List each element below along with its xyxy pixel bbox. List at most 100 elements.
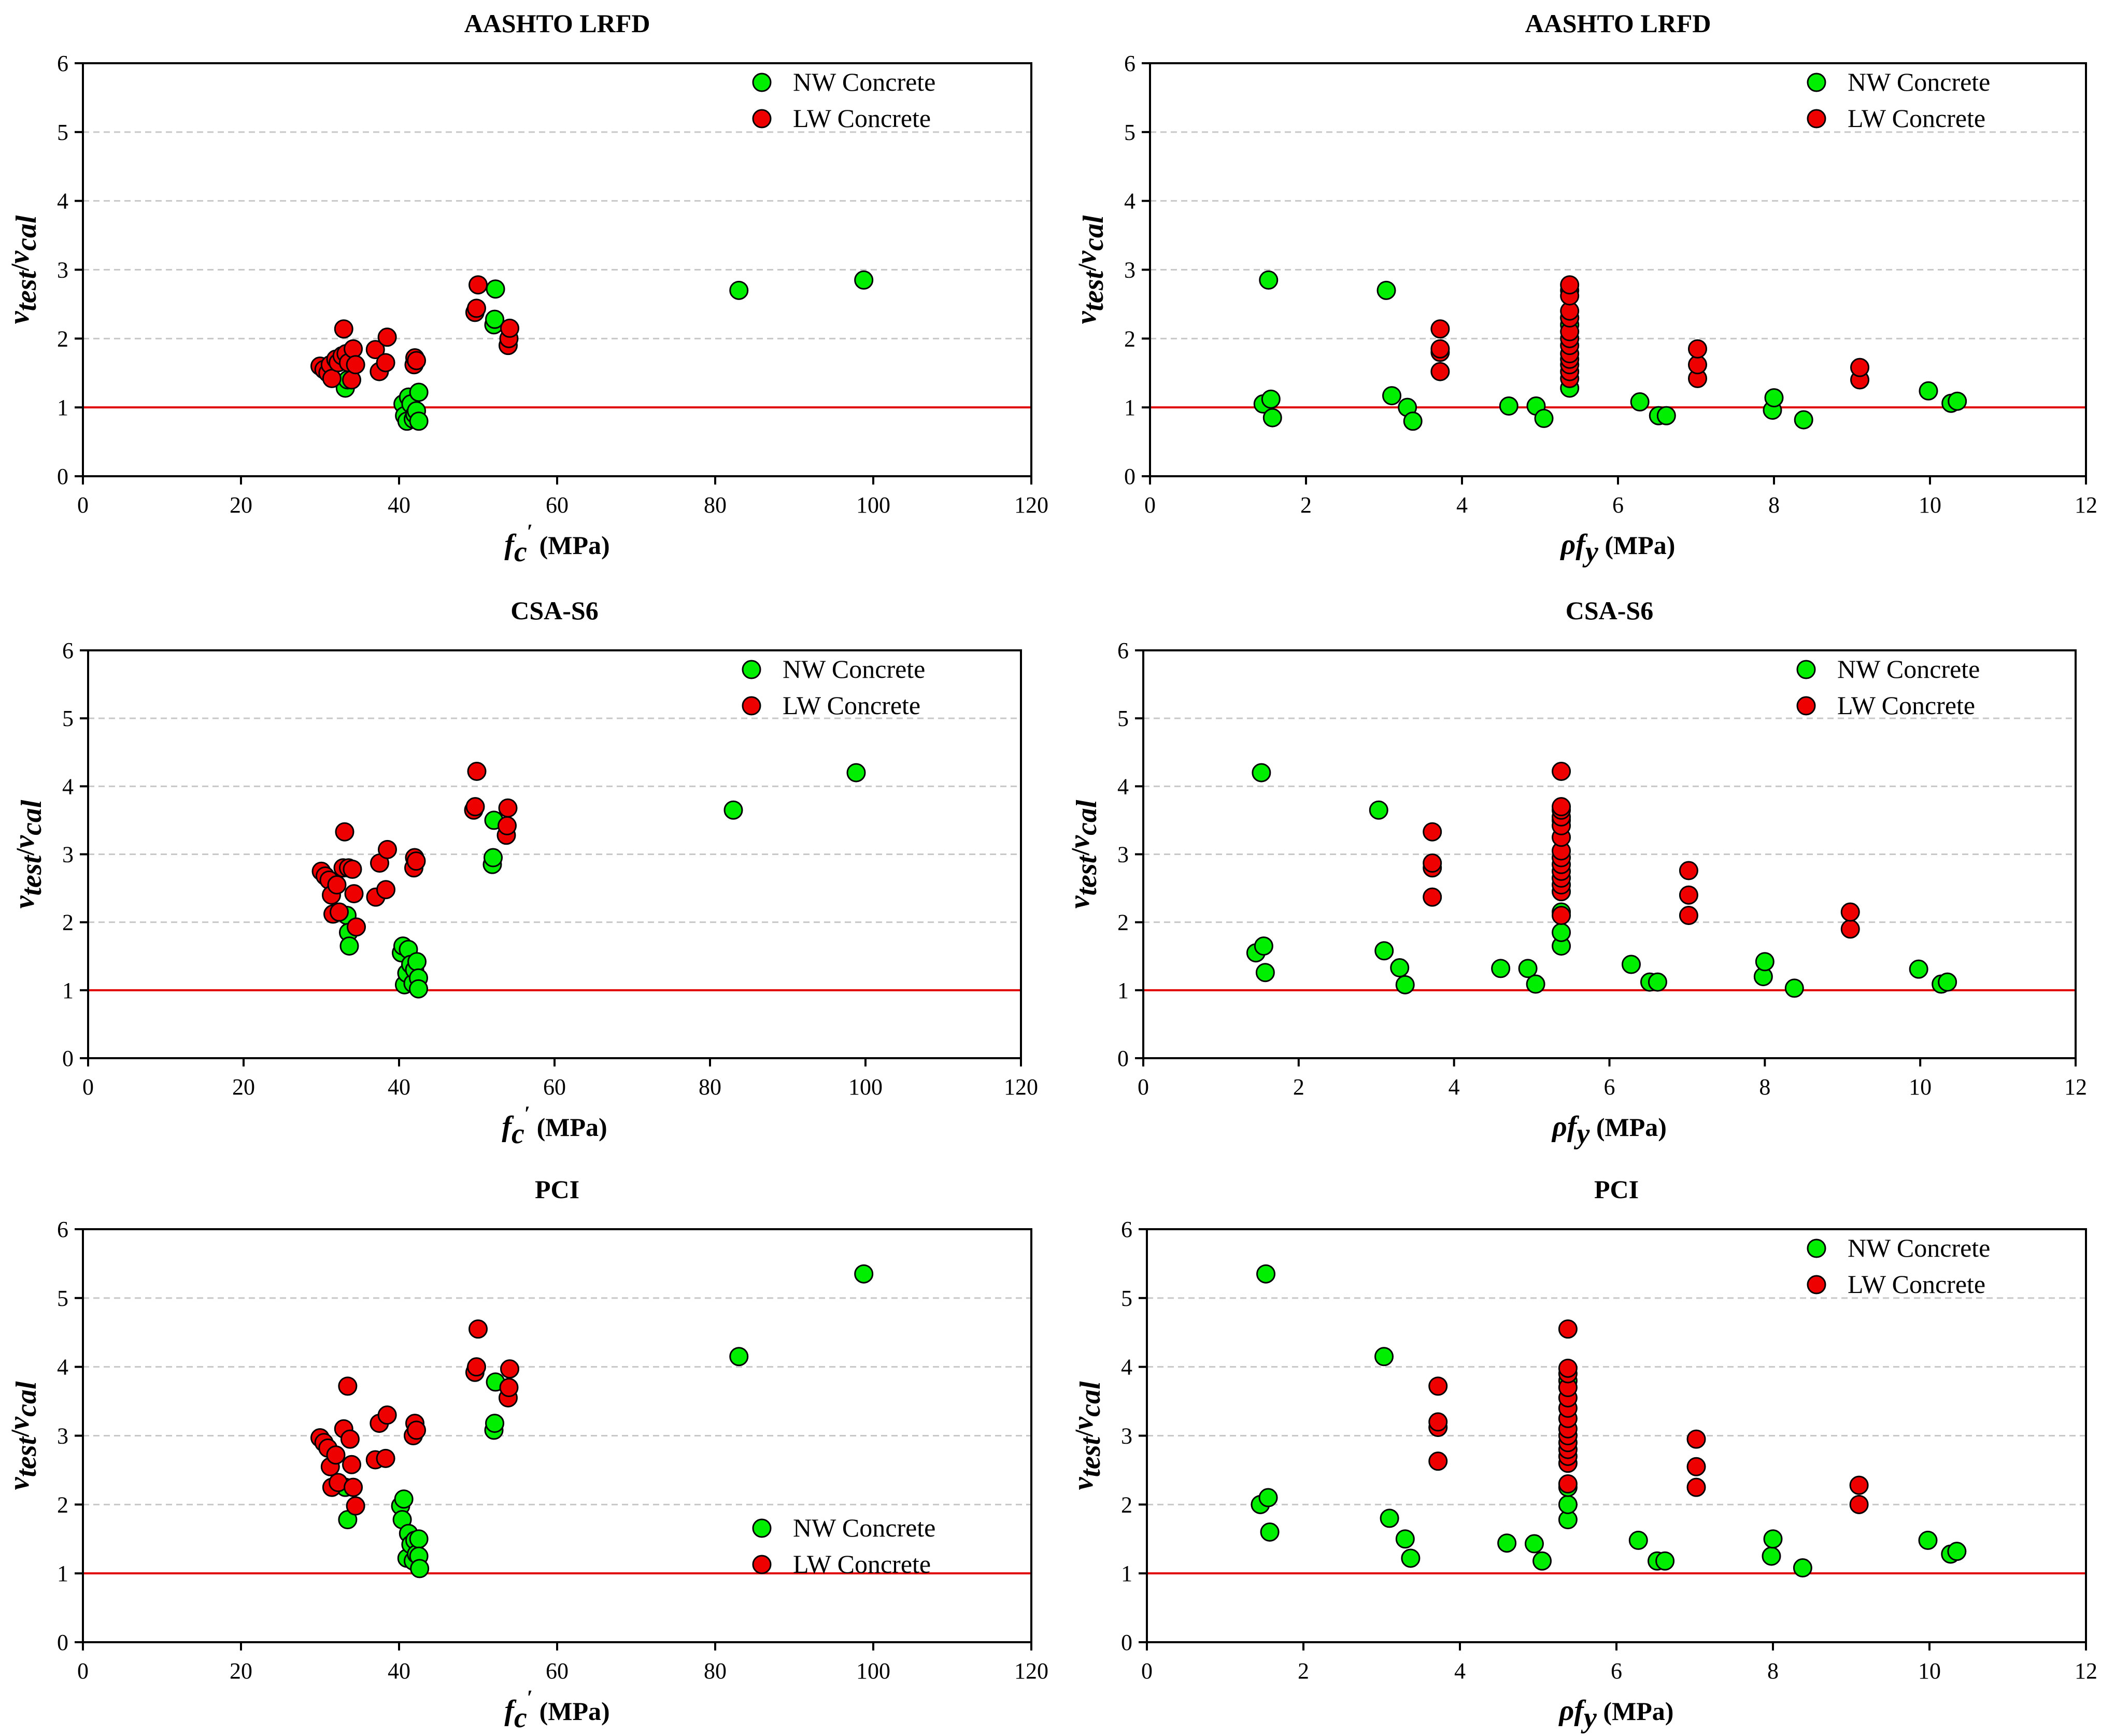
data-point [1679, 861, 1698, 880]
data-point [1395, 975, 1415, 994]
series-nw-concrete [1253, 270, 1967, 431]
x-tick-label: 20 [230, 492, 252, 518]
data-point [485, 1414, 505, 1433]
legend-marker [752, 73, 772, 92]
x-tick-label: 100 [856, 492, 890, 518]
data-point [1918, 1530, 1938, 1550]
data-point [344, 884, 364, 904]
x-tick-label: 6 [1611, 1658, 1622, 1684]
y-axis-label: vtest/vcal [3, 215, 42, 324]
data-point [1919, 381, 1938, 401]
data-point [377, 328, 397, 347]
data-point [854, 270, 874, 290]
y-tick-label: 0 [1117, 1046, 1129, 1071]
x-tick-label: 60 [543, 1074, 566, 1100]
data-point [1252, 763, 1271, 782]
data-point [1254, 936, 1273, 956]
data-point [1938, 972, 1957, 992]
data-point [342, 1455, 361, 1474]
data-point [376, 880, 395, 900]
y-tick-label: 0 [1121, 1630, 1132, 1655]
data-point [339, 936, 359, 956]
data-point [1648, 972, 1667, 992]
data-point [1395, 1529, 1415, 1549]
data-point [1534, 408, 1554, 428]
data-point [1256, 1264, 1276, 1284]
y-tick-label: 6 [1121, 1217, 1132, 1242]
data-point [1558, 1474, 1578, 1493]
data-point [1947, 1542, 1967, 1561]
legend-label: NW Concrete [1837, 654, 1980, 684]
y-tick-label: 0 [57, 1630, 68, 1655]
y-tick-label: 1 [1124, 395, 1135, 420]
series-nw-concrete [1246, 763, 1957, 998]
data-point [376, 353, 395, 373]
data-point [346, 355, 365, 375]
data-point [1552, 797, 1571, 817]
data-point [1258, 1488, 1278, 1507]
y-tick-label: 5 [57, 1286, 68, 1311]
data-point [499, 1378, 519, 1398]
legend-marker [1807, 109, 1826, 129]
data-point [1840, 919, 1860, 939]
legend-marker [1796, 696, 1816, 716]
x-tick-label: 40 [388, 492, 410, 518]
data-point [376, 1448, 395, 1468]
plot-frame [82, 1228, 1032, 1643]
data-point [729, 1347, 749, 1367]
y-axis-label: vtest/vcal [1070, 215, 1110, 324]
x-tick-label: 20 [232, 1074, 255, 1100]
data-point [322, 368, 342, 388]
x-tick-label: 100 [848, 1074, 883, 1100]
data-point [1794, 410, 1813, 430]
chart-title: CSA-S6 [510, 596, 598, 625]
data-point [466, 1357, 486, 1377]
data-point [1401, 1548, 1421, 1568]
chart-title: PCI [1594, 1175, 1639, 1204]
data-point [394, 1489, 414, 1509]
x-axis-label: ρfy (MPa) [1560, 529, 1676, 568]
x-tick-label: 80 [699, 1074, 721, 1100]
data-point [1552, 906, 1571, 926]
chart-title: AASHTO LRFD [464, 9, 650, 38]
data-point [407, 952, 427, 972]
data-point [1259, 270, 1279, 290]
data-point [1628, 1530, 1648, 1550]
data-point [729, 280, 749, 300]
data-point [465, 797, 485, 817]
x-tick-label: 8 [1768, 492, 1780, 518]
x-tick-label: 80 [704, 1658, 727, 1684]
x-tick-label: 4 [1454, 1658, 1466, 1684]
data-point [1380, 1509, 1399, 1528]
chart-title: PCI [535, 1175, 579, 1204]
x-tick-label: 2 [1298, 1658, 1309, 1684]
data-point [343, 859, 362, 879]
data-point [1850, 358, 1870, 377]
legend-marker [752, 109, 772, 129]
y-tick-label: 2 [1124, 326, 1135, 351]
y-tick-label: 1 [1117, 978, 1129, 1003]
y-tick-label: 2 [57, 1492, 68, 1517]
data-point [407, 351, 427, 371]
data-point [1558, 1319, 1578, 1339]
y-tick-label: 6 [62, 638, 74, 663]
x-tick-label: 0 [82, 1074, 94, 1100]
data-point [1655, 1551, 1675, 1571]
data-point [1688, 355, 1708, 375]
data-point [854, 1264, 874, 1284]
data-point [1630, 392, 1650, 412]
data-point [330, 902, 349, 922]
data-point [1382, 386, 1402, 406]
data-point [409, 382, 429, 402]
y-tick-label: 4 [1121, 1355, 1132, 1380]
y-tick-label: 3 [57, 258, 68, 283]
data-point [1255, 963, 1275, 983]
y-tick-label: 3 [1117, 842, 1129, 867]
x-tick-label: 8 [1767, 1658, 1779, 1684]
x-axis-label: ρfy (MPa) [1551, 1111, 1667, 1150]
data-point [1560, 275, 1580, 295]
chart-title: CSA-S6 [1566, 596, 1653, 625]
y-axis-label: vtest/vcal [1067, 1381, 1106, 1490]
